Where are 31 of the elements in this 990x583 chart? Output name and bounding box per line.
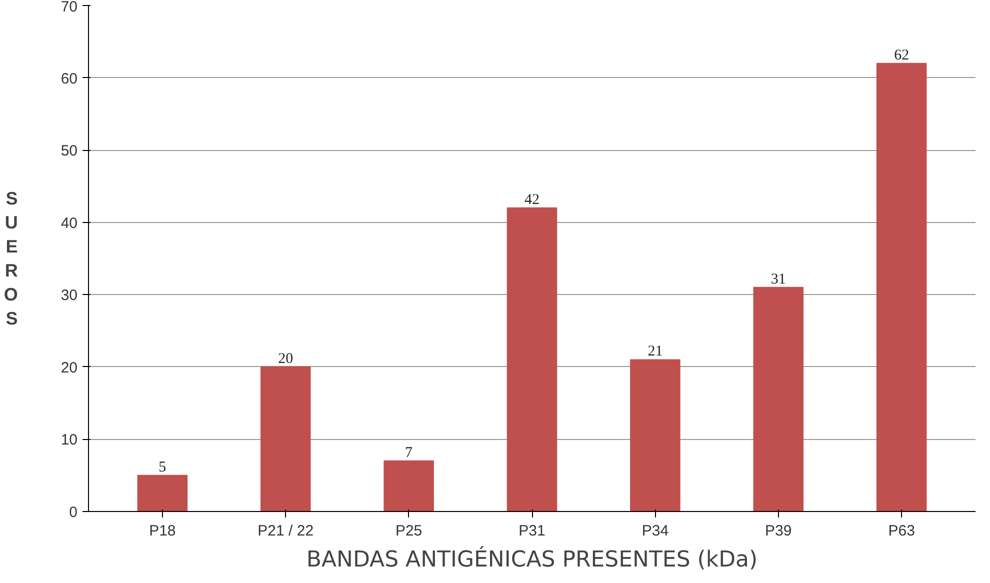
bar: [876, 62, 927, 512]
bar: [506, 207, 558, 512]
x-axis-title: BANDAS ANTIGÉNICAS PRESENTES (kDa): [306, 546, 758, 572]
bar: [137, 474, 188, 512]
data-label: 31: [770, 271, 786, 288]
data-label: 21: [648, 344, 663, 360]
x-tick-label: P39: [765, 522, 792, 540]
data-label: 62: [894, 47, 910, 64]
y-tick-label: 10: [60, 432, 78, 449]
data-label: 5: [158, 459, 166, 476]
y-tick-label: 20: [60, 359, 78, 376]
bar: [384, 460, 434, 512]
y-tick-label: 50: [60, 142, 78, 160]
x-tick-label: P18: [149, 522, 176, 540]
y-axis-title: SUEROS: [4, 188, 18, 328]
bar: [630, 359, 680, 512]
data-label: 7: [405, 444, 414, 461]
x-tick-label: P31: [518, 522, 546, 540]
y-tick-label: 30: [60, 287, 78, 304]
y-tick-label: 70: [60, 0, 78, 16]
data-label: 42: [524, 192, 540, 208]
y-tick-label: 0: [69, 504, 78, 521]
x-tick-label: P25: [395, 522, 422, 540]
y-tick-label: 40: [60, 214, 78, 232]
data-label: 20: [278, 350, 294, 367]
bar: [753, 286, 804, 512]
x-tick-label: P21 / 22: [258, 522, 314, 540]
bar: [260, 366, 311, 512]
x-tick-label: P34: [642, 522, 669, 540]
x-tick-label: P63: [888, 522, 915, 540]
y-tick-label: 60: [60, 70, 78, 88]
